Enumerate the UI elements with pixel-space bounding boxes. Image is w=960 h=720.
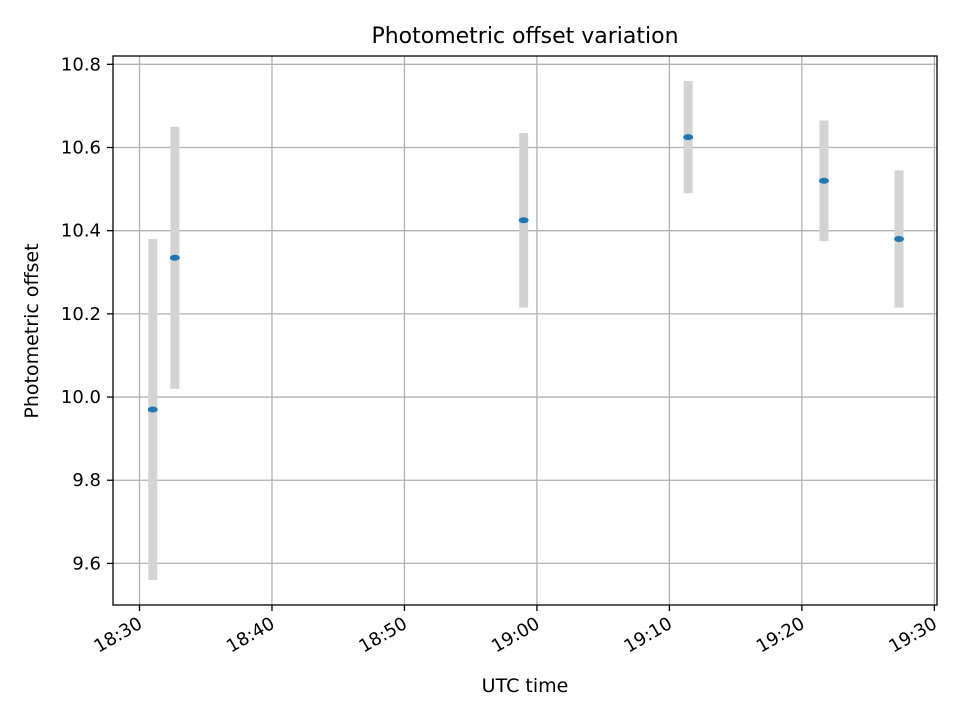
plot-frame <box>112 55 938 606</box>
y-tick-label: 10.4 <box>61 221 101 242</box>
data-point <box>518 217 529 224</box>
y-tick-label: 9.8 <box>72 470 101 491</box>
y-tick-label: 10.8 <box>61 54 101 75</box>
x-axis-label: UTC time <box>482 675 569 697</box>
y-tick-label: 10.0 <box>61 387 101 408</box>
data-points <box>147 134 905 413</box>
chart-title: Photometric offset variation <box>371 24 678 49</box>
y-tick-label: 9.6 <box>72 553 101 574</box>
y-axis-label: Photometric offset <box>21 243 43 418</box>
data-point <box>147 406 158 413</box>
data-point <box>169 254 180 261</box>
data-point <box>683 134 694 141</box>
data-point <box>818 177 829 184</box>
y-axis-ticks: 9.6 9.8 10.0 10.2 10.4 10.6 10.8 <box>61 54 113 574</box>
data-point <box>894 236 905 242</box>
y-tick-label: 10.2 <box>61 304 101 325</box>
y-tick-label: 10.6 <box>61 138 101 159</box>
